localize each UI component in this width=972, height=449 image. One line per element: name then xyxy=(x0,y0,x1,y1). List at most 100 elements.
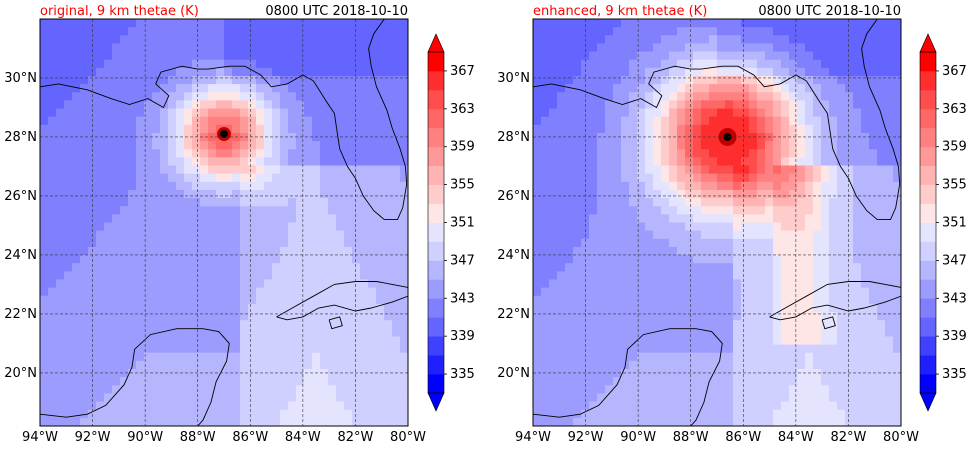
field-cell xyxy=(392,43,401,53)
field-cell xyxy=(88,67,97,77)
field-cell xyxy=(192,59,201,69)
field-cell xyxy=(280,222,289,232)
field-cell xyxy=(653,116,662,126)
field-cell xyxy=(861,328,870,338)
field-cell xyxy=(312,352,321,362)
field-cell xyxy=(821,417,830,426)
field-cell xyxy=(581,344,590,354)
field-cell xyxy=(312,287,321,297)
field-cell xyxy=(288,336,297,346)
field-cell xyxy=(813,401,822,411)
field-cell xyxy=(821,165,830,175)
field-cell xyxy=(264,312,273,321)
field-cell xyxy=(765,344,774,354)
field-cell xyxy=(352,124,361,134)
field-cell xyxy=(232,92,241,101)
field-cell xyxy=(296,92,305,101)
field-cell xyxy=(589,401,598,411)
field-cell xyxy=(360,100,369,110)
field-cell xyxy=(224,409,233,419)
field-cell xyxy=(40,100,49,110)
field-cell xyxy=(272,377,281,386)
field-cell xyxy=(861,100,870,110)
field-cell xyxy=(677,352,686,362)
field-cell xyxy=(272,181,281,191)
field-cell xyxy=(184,198,193,207)
field-cell xyxy=(288,124,297,134)
field-cell xyxy=(40,230,49,240)
field-cell xyxy=(549,43,558,53)
field-cell xyxy=(168,27,177,36)
field-cell xyxy=(877,336,886,346)
field-cell xyxy=(629,377,638,386)
field-cell xyxy=(733,206,742,215)
field-cell xyxy=(96,246,105,256)
field-cell xyxy=(861,303,870,313)
field-cell xyxy=(853,401,862,411)
field-cell xyxy=(232,149,241,158)
field-cell xyxy=(549,336,558,346)
field-cell xyxy=(48,43,57,53)
field-cell xyxy=(893,84,901,93)
field-cell xyxy=(184,409,193,419)
field-cell xyxy=(637,230,646,240)
field-cell xyxy=(565,409,574,419)
field-cell xyxy=(589,214,598,224)
field-cell xyxy=(144,189,153,199)
field-cell xyxy=(272,157,281,167)
field-cell xyxy=(573,401,582,411)
field-cell xyxy=(709,141,718,150)
field-cell xyxy=(184,132,193,142)
field-cell xyxy=(144,149,153,158)
field-cell xyxy=(144,279,153,289)
field-cell xyxy=(781,401,790,411)
field-cell xyxy=(669,271,678,281)
field-cell xyxy=(757,198,766,207)
field-cell xyxy=(256,377,265,386)
field-cell xyxy=(216,59,225,69)
field-cell xyxy=(304,312,313,321)
field-cell xyxy=(573,263,582,272)
field-cell xyxy=(208,344,217,354)
field-cell xyxy=(272,246,281,256)
field-cell xyxy=(845,157,854,167)
field-cell xyxy=(208,92,217,101)
field-cell xyxy=(829,409,838,419)
field-cell xyxy=(557,165,566,175)
field-cell xyxy=(376,377,385,386)
field-cell xyxy=(805,401,814,411)
field-cell xyxy=(240,320,249,329)
field-cell xyxy=(885,132,894,142)
field-cell xyxy=(781,222,790,232)
field-cell xyxy=(597,116,606,126)
field-cell xyxy=(709,393,718,403)
field-cell xyxy=(557,417,566,426)
field-cell xyxy=(637,369,646,378)
field-cell xyxy=(192,27,201,36)
field-cell xyxy=(701,246,710,256)
field-cell xyxy=(392,116,401,126)
field-cell xyxy=(320,393,329,403)
field-cell xyxy=(224,59,233,69)
field-cell xyxy=(336,295,345,305)
field-cell xyxy=(400,360,408,370)
field-cell xyxy=(264,287,273,297)
field-cell xyxy=(400,352,408,362)
field-cell xyxy=(725,165,734,175)
field-cell xyxy=(184,108,193,118)
field-cell xyxy=(216,263,225,272)
field-cell xyxy=(72,222,81,232)
field-cell xyxy=(773,360,782,370)
field-cell xyxy=(192,246,201,256)
field-cell xyxy=(773,189,782,199)
field-cell xyxy=(248,141,257,150)
field-cell xyxy=(376,141,385,150)
field-cell xyxy=(869,344,878,354)
field-cell xyxy=(885,84,894,93)
field-cell xyxy=(693,189,702,199)
field-cell xyxy=(845,328,854,338)
field-cell xyxy=(256,84,265,93)
field-cell xyxy=(64,100,73,110)
field-cell xyxy=(128,417,137,426)
field-cell xyxy=(877,198,886,207)
